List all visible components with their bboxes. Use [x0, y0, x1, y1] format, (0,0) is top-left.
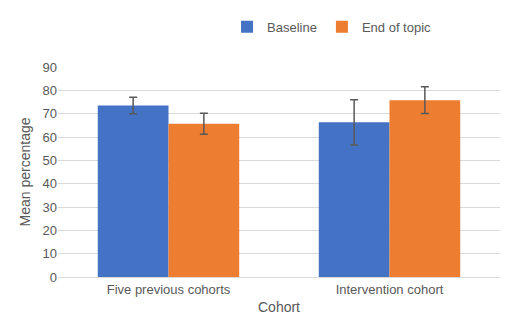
svg-text:80: 80 — [43, 83, 57, 98]
svg-text:Intervention cohort: Intervention cohort — [336, 282, 444, 297]
svg-text:Cohort: Cohort — [258, 299, 300, 315]
svg-text:40: 40 — [43, 176, 57, 191]
svg-text:Mean percentage: Mean percentage — [17, 117, 33, 226]
svg-text:10: 10 — [43, 246, 57, 261]
svg-text:20: 20 — [43, 223, 57, 238]
svg-text:Baseline: Baseline — [267, 20, 317, 35]
svg-text:0: 0 — [50, 270, 57, 285]
svg-text:90: 90 — [43, 60, 57, 75]
svg-text:30: 30 — [43, 200, 57, 215]
svg-text:End of topic: End of topic — [362, 20, 431, 35]
svg-text:60: 60 — [43, 130, 57, 145]
svg-text:Five previous cohorts: Five previous cohorts — [107, 282, 231, 297]
svg-text:50: 50 — [43, 153, 57, 168]
svg-text:70: 70 — [43, 106, 57, 121]
